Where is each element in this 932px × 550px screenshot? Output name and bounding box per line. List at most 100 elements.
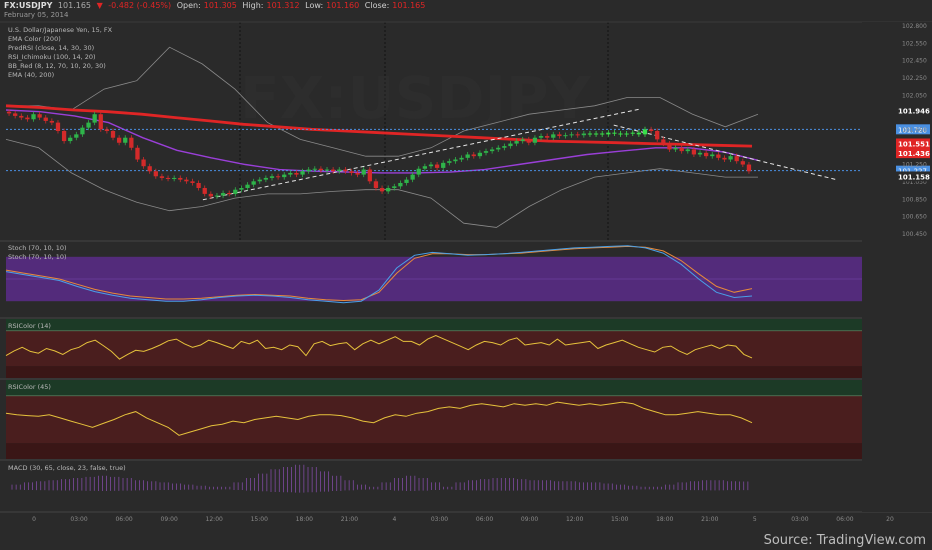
time-tick-label: 12:00 bbox=[206, 516, 223, 523]
candle-body bbox=[703, 152, 709, 157]
candle-body bbox=[716, 154, 721, 158]
candle-body bbox=[636, 132, 642, 135]
candle-body bbox=[165, 177, 171, 179]
candle-body bbox=[80, 127, 85, 135]
candle-body bbox=[618, 133, 623, 135]
candle-body bbox=[68, 137, 73, 142]
candle-body bbox=[685, 149, 690, 152]
candle-body bbox=[630, 132, 635, 134]
candle-body bbox=[361, 169, 366, 175]
legend-rsi-ichimoku[interactable]: RSI_Ichimoku (100, 14, 20) bbox=[8, 53, 96, 61]
time-tick-label: 18:00 bbox=[656, 516, 673, 523]
candle-body bbox=[447, 161, 452, 163]
legend-predrsi[interactable]: PredRSI (close, 14, 30, 30) bbox=[8, 44, 95, 52]
rsi14-line bbox=[5, 334, 753, 360]
open-value: 101.305 bbox=[203, 1, 237, 10]
stoch-label[interactable]: Stoch (70, 10, 10) bbox=[8, 244, 67, 252]
candle-body bbox=[691, 149, 697, 155]
candle-body bbox=[159, 176, 165, 178]
candle-body bbox=[355, 172, 360, 175]
candle-body bbox=[306, 169, 311, 172]
candle-body bbox=[37, 114, 42, 118]
high-label: High: bbox=[242, 1, 264, 10]
candle-body bbox=[49, 120, 55, 123]
close-label: Close: bbox=[364, 1, 390, 10]
time-tick-label: 18:00 bbox=[296, 516, 313, 523]
rsi45-line bbox=[5, 401, 753, 436]
legend-ema-color[interactable]: EMA Color (200) bbox=[8, 35, 61, 43]
candle-body bbox=[392, 186, 397, 189]
horizontal-levels[interactable] bbox=[6, 128, 862, 172]
candle-body bbox=[526, 139, 531, 143]
candle-body bbox=[642, 129, 648, 135]
candle-body bbox=[324, 169, 330, 171]
ema-red-line bbox=[5, 104, 753, 148]
rsi14-upper-zone bbox=[6, 319, 862, 331]
candle-body bbox=[43, 117, 48, 121]
candle-body bbox=[587, 133, 593, 135]
price-tag-value-3: 101.436 bbox=[898, 150, 930, 158]
candle-body bbox=[545, 136, 550, 138]
candle-body bbox=[129, 137, 134, 148]
price-tag-2 bbox=[896, 138, 930, 149]
candle-body bbox=[538, 136, 544, 138]
candle-body bbox=[288, 172, 293, 175]
rsi45-panel[interactable]: 43.149880.000050.000020.0000 bbox=[5, 380, 930, 459]
legend-main[interactable]: U.S. Dollar/Japanese Yen, 15, FX bbox=[8, 26, 113, 34]
candle-body bbox=[520, 139, 525, 142]
last-price: 101.165 bbox=[57, 1, 92, 10]
candle-body bbox=[123, 137, 128, 143]
time-tick-label: 09:00 bbox=[521, 516, 538, 523]
time-axis[interactable]: 0 03:00 06:00 09:00 12:00 15:00 18:00 21:00 4 03:… bbox=[32, 516, 894, 523]
rsi14-lower-zone bbox=[6, 366, 862, 378]
candle-body bbox=[673, 147, 678, 150]
macd-label[interactable]: MACD (30, 65, close, 23, false, true) bbox=[8, 464, 126, 472]
candle-body bbox=[318, 168, 324, 171]
candle-body bbox=[275, 176, 281, 178]
legend-bb-red[interactable]: BB_Red (8, 12, 70, 10, 20, 30) bbox=[8, 62, 106, 70]
candle-body bbox=[410, 174, 415, 180]
candle-body bbox=[434, 164, 440, 168]
candle-body bbox=[92, 114, 97, 123]
candle-body bbox=[667, 143, 672, 150]
stoch-label-2[interactable]: Stoch (70, 10, 10) bbox=[8, 253, 67, 261]
rsi14-label[interactable]: RSIColor (14) bbox=[8, 322, 51, 330]
candle-body bbox=[141, 159, 146, 167]
candle-body bbox=[184, 179, 189, 182]
level-tag-1 bbox=[896, 124, 930, 135]
candle-body bbox=[367, 169, 372, 182]
trendline-1 bbox=[202, 108, 640, 201]
candle-body bbox=[508, 143, 513, 147]
legend-ema[interactable]: EMA (40, 200) bbox=[8, 71, 55, 79]
price-axis-bg bbox=[862, 22, 932, 512]
candle-body bbox=[728, 156, 733, 160]
candle-body bbox=[398, 182, 403, 187]
candle-body bbox=[312, 168, 317, 170]
rsi14-panel[interactable]: 30.383980.000050.000020.0000 bbox=[5, 319, 930, 378]
candle-body bbox=[697, 152, 703, 155]
price-tag-3 bbox=[896, 148, 930, 159]
candle-body bbox=[220, 193, 226, 196]
candle-body bbox=[214, 195, 220, 197]
symbol-name[interactable]: FX:USDJPY bbox=[4, 1, 53, 10]
time-tick-label: 06:00 bbox=[476, 516, 493, 523]
time-tick-label: 06:00 bbox=[115, 516, 132, 523]
candle-body bbox=[74, 134, 79, 138]
candle-body bbox=[465, 154, 470, 158]
rsi45-label[interactable]: RSIColor (45) bbox=[8, 383, 51, 391]
time-tick-label: 15:00 bbox=[611, 516, 628, 523]
candle-body bbox=[734, 156, 739, 162]
candle-body bbox=[557, 134, 562, 137]
candle-body bbox=[453, 159, 458, 162]
source-watermark[interactable]: Source: TradingView.com bbox=[763, 533, 926, 548]
candle-body bbox=[110, 131, 116, 138]
level-tag-2 bbox=[896, 165, 930, 176]
candle-body bbox=[746, 164, 752, 172]
open-label: Open: bbox=[176, 1, 201, 10]
time-tick-label: 21:00 bbox=[701, 516, 718, 523]
candle-body bbox=[710, 154, 715, 157]
price-axis[interactable]: 101.720101.227102.800102.550102.450102.2… bbox=[862, 22, 932, 512]
time-tick-label: 20 bbox=[886, 516, 894, 523]
candle-body bbox=[593, 133, 599, 135]
